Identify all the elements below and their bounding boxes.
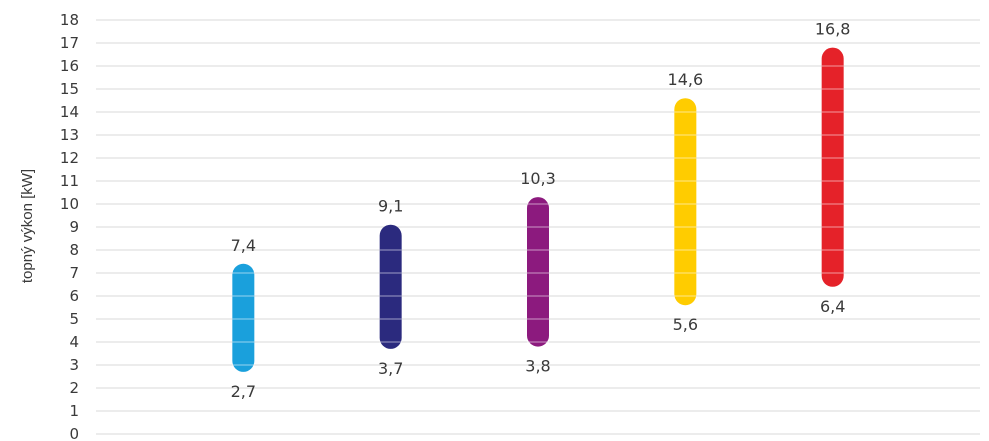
high-value-label: 9,1 <box>378 197 403 216</box>
high-value-label: 14,6 <box>668 70 704 89</box>
y-tick-label: 14 <box>60 103 79 121</box>
range-bar <box>379 224 402 349</box>
low-value-label: 3,8 <box>525 357 550 376</box>
range-bar <box>821 47 844 287</box>
high-value-label: 16,8 <box>815 20 851 39</box>
y-tick-label: 16 <box>60 57 79 75</box>
y-tick-label: 9 <box>69 218 79 236</box>
y-axis-label: topný výkon [kW] <box>19 169 36 283</box>
low-value-label: 5,6 <box>673 315 698 334</box>
range-bars <box>232 47 844 372</box>
y-tick-label: 15 <box>60 80 79 98</box>
y-tick-label: 11 <box>60 172 79 190</box>
y-tick-label: 7 <box>69 264 79 282</box>
high-value-label: 10,3 <box>520 169 556 188</box>
y-tick-label: 5 <box>69 310 79 328</box>
y-tick-label: 1 <box>69 402 79 420</box>
data-labels: 7,4 2,7 9,1 3,7 10,3 3,8 14,6 5,6 16,8 6,4 <box>231 20 851 401</box>
low-value-label: 2,7 <box>231 382 256 401</box>
y-tick-label: 18 <box>60 11 79 29</box>
low-value-label: 3,7 <box>378 359 403 378</box>
y-tick-label: 10 <box>60 195 79 213</box>
range-bar <box>232 263 255 372</box>
y-tick-label: 3 <box>69 356 79 374</box>
y-tick-label: 8 <box>69 241 79 259</box>
y-tick-label: 17 <box>60 34 79 52</box>
y-tick-label: 0 <box>69 425 79 441</box>
y-tick-label: 12 <box>60 149 79 167</box>
y-tick-label: 13 <box>60 126 79 144</box>
y-tick-label: 6 <box>69 287 79 305</box>
y-tick-label: 4 <box>69 333 79 351</box>
range-bar <box>527 197 549 347</box>
range-bar <box>674 98 697 306</box>
low-value-label: 6,4 <box>820 297 845 316</box>
high-value-label: 7,4 <box>231 236 256 255</box>
y-tick-label: 2 <box>69 379 79 397</box>
